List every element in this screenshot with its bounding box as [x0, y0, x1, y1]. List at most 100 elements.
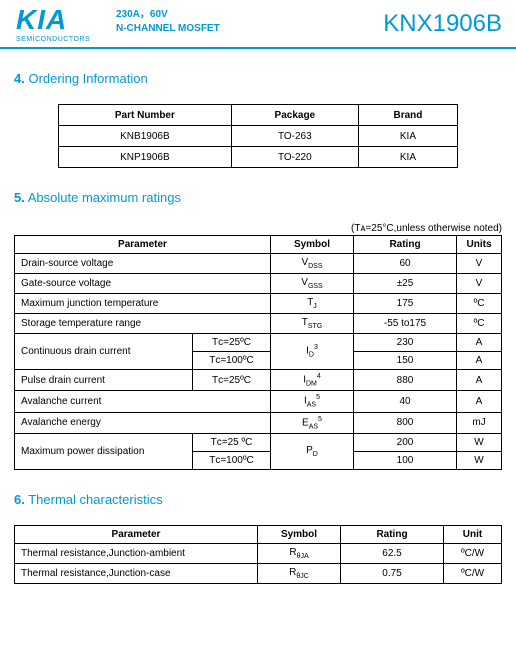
- rating: 40: [354, 391, 457, 412]
- param: Maximum power dissipation: [15, 433, 193, 469]
- table-row: Part Number Package Brand: [58, 105, 457, 126]
- symbol: IDM4: [271, 370, 354, 391]
- symbol: PD: [271, 433, 354, 469]
- unit: ºC: [457, 294, 502, 314]
- section-title-5: 5. Absolute maximum ratings: [14, 190, 502, 205]
- col-header: Symbol: [258, 525, 341, 543]
- col-header: Rating: [341, 525, 444, 543]
- col-header: Parameter: [15, 525, 258, 543]
- section-title-6: 6. Thermal characteristics: [14, 492, 502, 507]
- condition: Tᴄ=25ºC: [193, 334, 271, 352]
- logo-block: KIA SEMICONDUCTORS: [16, 6, 116, 43]
- section-ratings: 5. Absolute maximum ratings (Tᴀ=25°C,unl…: [0, 190, 516, 470]
- rating: 0.75: [341, 563, 444, 583]
- table-row: KNP1906B TO-220 KIA: [58, 147, 457, 168]
- symbol: EAS5: [271, 412, 354, 433]
- symbol: RθJA: [258, 543, 341, 563]
- condition: Tᴄ=100ºC: [193, 352, 271, 370]
- section-name: Absolute maximum ratings: [28, 190, 181, 205]
- col-header: Package: [231, 105, 358, 126]
- cell: TO-220: [231, 147, 358, 168]
- unit: ºC: [457, 314, 502, 334]
- unit: A: [457, 352, 502, 370]
- logo: KIA: [16, 6, 116, 34]
- symbol: IAS5: [271, 391, 354, 412]
- rating: ±25: [354, 274, 457, 294]
- table-row: Avalanche current IAS5 40 A: [15, 391, 502, 412]
- section-name: Thermal characteristics: [28, 492, 162, 507]
- section-num: 4.: [14, 71, 25, 86]
- rating: -55 to175: [354, 314, 457, 334]
- rating: 800: [354, 412, 457, 433]
- cell: KIA: [358, 126, 457, 147]
- param: Gate-source voltage: [15, 274, 271, 294]
- table-row: Parameter Symbol Rating Units: [15, 236, 502, 254]
- param: Drain-source voltage: [15, 254, 271, 274]
- symbol: ID3: [271, 334, 354, 370]
- unit: A: [457, 334, 502, 352]
- rating: 100: [354, 451, 457, 469]
- param: Storage temperature range: [15, 314, 271, 334]
- ratings-table: Parameter Symbol Rating Units Drain-sour…: [14, 235, 502, 470]
- col-header: Symbol: [271, 236, 354, 254]
- unit: mJ: [457, 412, 502, 433]
- table-row: Thermal resistance,Junction-case RθJC 0.…: [15, 563, 502, 583]
- table-row: Thermal resistance,Junction-ambient RθJA…: [15, 543, 502, 563]
- symbol: TSTG: [271, 314, 354, 334]
- unit: ºC/W: [444, 543, 502, 563]
- unit: A: [457, 391, 502, 412]
- table-row: Maximum junction temperature TJ 175 ºC: [15, 294, 502, 314]
- unit: A: [457, 370, 502, 391]
- table-row: KNB1906B TO-263 KIA: [58, 126, 457, 147]
- table-row: Continuous drain current Tᴄ=25ºC ID3 230…: [15, 334, 502, 352]
- col-header: Brand: [358, 105, 457, 126]
- section-num: 6.: [14, 492, 25, 507]
- symbol: RθJC: [258, 563, 341, 583]
- spec-line-1: 230A，60V: [116, 8, 383, 22]
- thermal-table: Parameter Symbol Rating Unit Thermal res…: [14, 525, 502, 584]
- condition: Tᴄ=25 ºC: [193, 433, 271, 451]
- table-row: Gate-source voltage VGSS ±25 V: [15, 274, 502, 294]
- section-num: 5.: [14, 190, 25, 205]
- symbol: VDSS: [271, 254, 354, 274]
- section-thermal: 6. Thermal characteristics Parameter Sym…: [0, 492, 516, 584]
- rating: 880: [354, 370, 457, 391]
- condition: Tᴄ=100ºC: [193, 451, 271, 469]
- rating: 175: [354, 294, 457, 314]
- param: Thermal resistance,Junction-ambient: [15, 543, 258, 563]
- spec-line-2: N-CHANNEL MOSFET: [116, 22, 383, 36]
- param: Continuous drain current: [15, 334, 193, 370]
- rating: 60: [354, 254, 457, 274]
- page-header: KIA SEMICONDUCTORS 230A，60V N-CHANNEL MO…: [0, 0, 516, 49]
- table-row: Avalanche energy EAS5 800 mJ: [15, 412, 502, 433]
- table-row: Parameter Symbol Rating Unit: [15, 525, 502, 543]
- param: Maximum junction temperature: [15, 294, 271, 314]
- param: Pulse drain current: [15, 370, 193, 391]
- unit: V: [457, 274, 502, 294]
- rating: 150: [354, 352, 457, 370]
- ordering-table: Part Number Package Brand KNB1906B TO-26…: [58, 104, 458, 168]
- col-header: Units: [457, 236, 502, 254]
- rating: 230: [354, 334, 457, 352]
- cell: TO-263: [231, 126, 358, 147]
- section-title-4: 4. Ordering Information: [14, 71, 502, 86]
- condition: Tᴄ=25ºC: [193, 370, 271, 391]
- col-header: Part Number: [58, 105, 231, 126]
- rating: 200: [354, 433, 457, 451]
- symbol: VGSS: [271, 274, 354, 294]
- col-header: Parameter: [15, 236, 271, 254]
- table-row: Drain-source voltage VDSS 60 V: [15, 254, 502, 274]
- table-row: Maximum power dissipation Tᴄ=25 ºC PD 20…: [15, 433, 502, 451]
- part-number: KNX1906B: [383, 6, 502, 38]
- unit: W: [457, 433, 502, 451]
- param: Thermal resistance,Junction-case: [15, 563, 258, 583]
- rating: 62.5: [341, 543, 444, 563]
- col-header: Unit: [444, 525, 502, 543]
- symbol: TJ: [271, 294, 354, 314]
- unit: ºC/W: [444, 563, 502, 583]
- table-note: (Tᴀ=25°C,unless otherwise noted): [14, 223, 502, 234]
- param: Avalanche energy: [15, 412, 271, 433]
- logo-subtitle: SEMICONDUCTORS: [16, 36, 116, 43]
- header-spec: 230A，60V N-CHANNEL MOSFET: [116, 6, 383, 36]
- param: Avalanche current: [15, 391, 271, 412]
